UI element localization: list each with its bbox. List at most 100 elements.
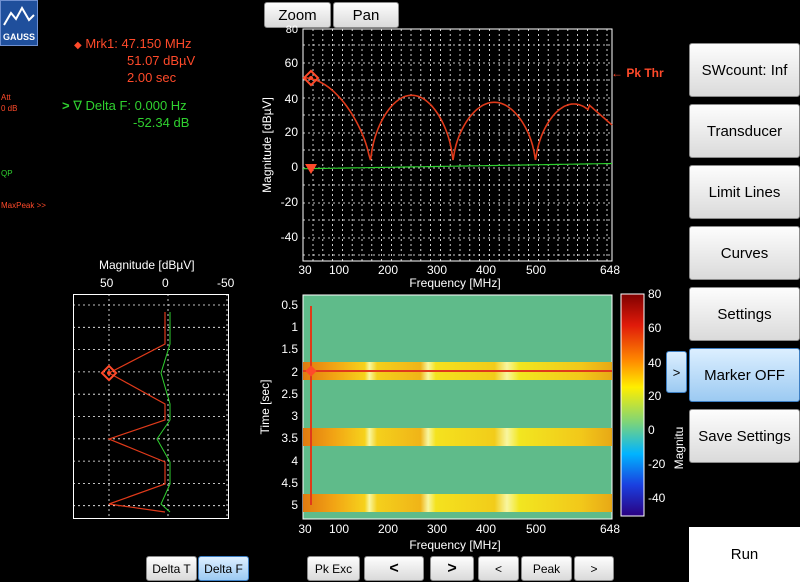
- run-button[interactable]: Run: [689, 527, 800, 582]
- peak-button[interactable]: Peak: [521, 556, 572, 581]
- y-tick: 60: [285, 56, 299, 70]
- colorbar-tick: 0: [648, 423, 655, 437]
- time-magnitude-plot[interactable]: [73, 294, 229, 519]
- marker-frequency: Mrk1: 47.150 MHz: [85, 36, 192, 51]
- time-tick: 4.5: [281, 476, 298, 490]
- y-tick: -40: [281, 230, 299, 244]
- spectrogram-y-ticks: 0.5 1 1.5 2 2.5 3 3.5 4 4.5 5: [281, 298, 298, 512]
- marker1-diamond[interactable]: [302, 69, 320, 87]
- time-tick: 1: [291, 320, 298, 334]
- delta-frequency: ∇ Delta F: 0.000 Hz: [73, 98, 187, 113]
- spectrum-plot[interactable]: 80 60 40 20 0 -20 -40 30 100 200 300 400…: [250, 24, 632, 294]
- side-plot-title: Magnitude [dBµV]: [99, 258, 195, 272]
- side-max-trace: [107, 312, 166, 513]
- time-tick: 3.5: [281, 431, 298, 445]
- next-marker-button[interactable]: >: [430, 556, 474, 581]
- prev-peak-button[interactable]: <: [478, 556, 519, 581]
- time-tick: 1.5: [281, 342, 298, 356]
- time-tick: 3: [291, 409, 298, 423]
- swcount-button[interactable]: SWcount: Inf: [689, 43, 800, 97]
- x-tick: 500: [526, 263, 546, 277]
- min-trace-line: [302, 162, 612, 170]
- x-tick: 100: [329, 263, 349, 277]
- y-tick: 0: [291, 160, 298, 174]
- colorbar-tick: 40: [648, 356, 662, 370]
- colorbar-tick: -20: [648, 457, 666, 471]
- marker-level: 51.07 dBµV: [127, 53, 196, 68]
- y-tick: 20: [285, 125, 299, 139]
- side-min-trace: [156, 312, 171, 513]
- x-tick: 300: [427, 522, 447, 536]
- delta-arrow-icon: >: [62, 98, 70, 113]
- next-peak-button[interactable]: >: [574, 556, 614, 581]
- delta-t-button[interactable]: Delta T: [146, 556, 197, 581]
- time-tick: 2: [291, 365, 298, 379]
- spectrum-x-label: Frequency [MHz]: [409, 276, 500, 290]
- colorbar-tick: 20: [648, 389, 662, 403]
- y-tick: 40: [285, 92, 299, 106]
- spectrum-y-label: Magnitude [dBµV]: [260, 97, 274, 193]
- zoom-button[interactable]: Zoom: [264, 2, 331, 28]
- colorbar-tick: 80: [648, 288, 662, 301]
- x-tick: 30: [298, 263, 312, 277]
- colorbar-tick: -40: [648, 491, 666, 505]
- prev-marker-button[interactable]: <: [364, 556, 424, 581]
- spectrogram-band: [303, 494, 612, 512]
- x-tick: 648: [600, 263, 620, 277]
- att-value: 0 dB: [1, 104, 18, 113]
- x-ticks: 30 100 200 300 400 500 648: [298, 263, 620, 277]
- spectrogram-band: [303, 428, 612, 446]
- max-trace-line: [303, 76, 613, 161]
- side-x-tick: -50: [217, 276, 235, 290]
- side-plot-grid: [73, 294, 229, 519]
- colorbar-tick: 60: [648, 321, 662, 335]
- gauss-logo: GAUSS: [0, 0, 38, 46]
- marker-off-button[interactable]: Marker OFF: [689, 348, 800, 402]
- colorbar: 80 60 40 20 0 -20 -40 Magnitu: [620, 288, 686, 517]
- time-tick: 5: [291, 498, 298, 512]
- peak-threshold-label: ← Pk Thr: [611, 66, 664, 80]
- att-label: Att: [1, 93, 11, 102]
- x-tick: 200: [378, 522, 398, 536]
- spectrogram-x-ticks: 30 100 200 300 400 500 648: [298, 522, 620, 536]
- mountain-icon: [3, 5, 35, 26]
- curves-button[interactable]: Curves: [689, 226, 800, 280]
- y-tick: -20: [281, 195, 299, 209]
- save-settings-button[interactable]: Save Settings: [689, 409, 800, 463]
- peak-exclude-button[interactable]: Pk Exc: [307, 556, 360, 581]
- trace-mode-label[interactable]: MaxPeak >>: [1, 201, 46, 210]
- y-ticks: 60 40 20 0 -20 -40: [281, 56, 299, 244]
- time-tick: 0.5: [281, 298, 298, 312]
- marker-readout: ◆ Mrk1: 47.150 MHz: [74, 35, 192, 54]
- side-x-tick: 0: [162, 276, 169, 290]
- logo-text: GAUSS: [2, 32, 35, 42]
- x-tick: 400: [476, 522, 496, 536]
- spectrogram-y-label: Time [sec]: [258, 380, 272, 435]
- x-tick: 400: [476, 263, 496, 277]
- side-x-tick: 50: [100, 276, 114, 290]
- x-tick: 30: [298, 522, 312, 536]
- delta-f-button[interactable]: Delta F: [198, 556, 249, 581]
- detector-label: QP: [1, 169, 13, 178]
- spectrogram-plot[interactable]: 0.5 1 1.5 2 2.5 3 3.5 4 4.5 5 30 100 200…: [250, 290, 632, 555]
- x-tick: 648: [600, 522, 620, 536]
- delta-marker-icon[interactable]: [305, 164, 317, 174]
- time-tick: 4: [291, 454, 298, 468]
- expand-markers-button[interactable]: >: [666, 351, 687, 393]
- limit-lines-button[interactable]: Limit Lines: [689, 165, 800, 219]
- x-tick: 500: [526, 522, 546, 536]
- colorbar-label: Magnitu: [672, 427, 686, 470]
- delta-level: -52.34 dB: [133, 115, 190, 130]
- time-tick: 2.5: [281, 387, 298, 401]
- marker-diamond-icon: ◆: [74, 40, 82, 51]
- y-tick-cut: 80: [286, 24, 298, 36]
- x-tick: 100: [329, 522, 349, 536]
- x-tick: 200: [378, 263, 398, 277]
- side-marker-diamond[interactable]: [100, 364, 118, 382]
- settings-button[interactable]: Settings: [689, 287, 800, 341]
- pan-button[interactable]: Pan: [333, 2, 399, 28]
- x-tick: 300: [427, 263, 447, 277]
- transducer-button[interactable]: Transducer: [689, 104, 800, 158]
- spectrogram-x-label: Frequency [MHz]: [409, 538, 500, 552]
- marker-time: 2.00 sec: [127, 70, 177, 85]
